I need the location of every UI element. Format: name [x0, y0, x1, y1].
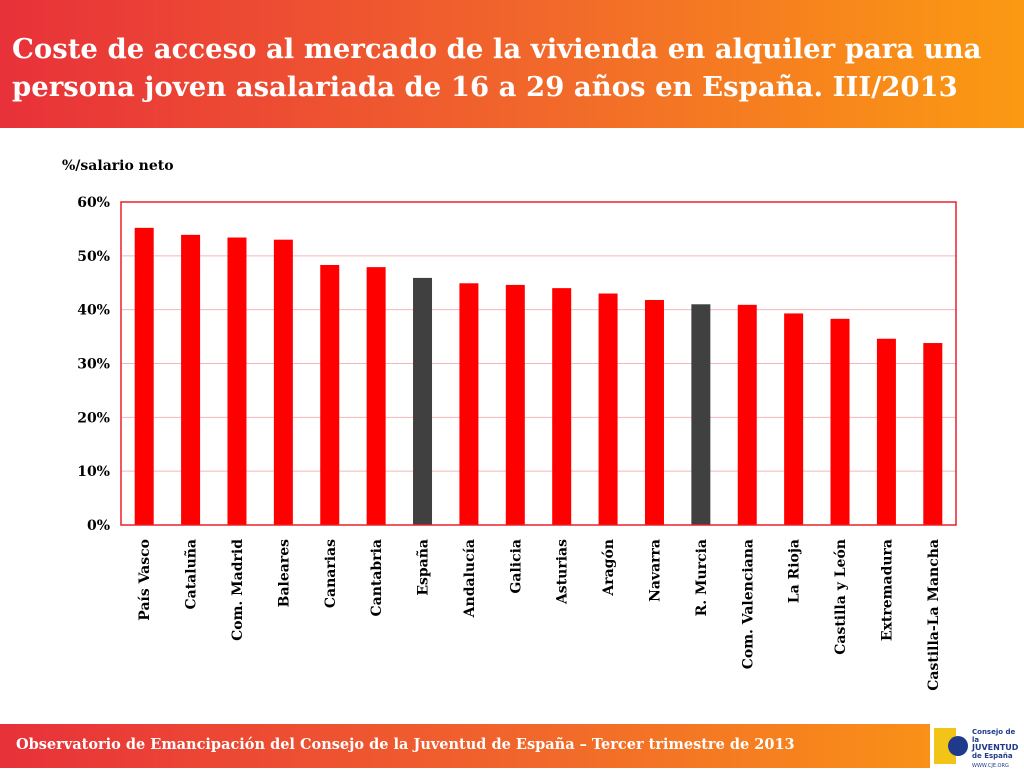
bar-r-murcia — [691, 304, 711, 525]
x-tick-label: Extremadura — [879, 539, 895, 641]
x-tick-labels: País Vasco Cataluña Com. Madrid Baleares Can… — [137, 539, 942, 691]
bar-extremadura — [876, 338, 896, 525]
footer-banner: Observatorio de Emancipación del Consejo… — [0, 724, 1024, 770]
y-tick-label: 0% — [87, 518, 110, 534]
y-tick-label: 60% — [77, 195, 110, 211]
bar-canarias — [320, 264, 340, 525]
y-tick-label: 10% — [77, 464, 110, 480]
x-tick-label: Galicia — [508, 539, 524, 594]
cje-logo-mark-icon — [934, 728, 968, 764]
plot-frame — [120, 201, 957, 526]
bar-aragón — [598, 293, 618, 525]
y-axis-title: %/salario neto — [62, 158, 174, 174]
y-tick-label: 20% — [77, 410, 110, 426]
x-tick-label: La Rioja — [787, 539, 803, 603]
bar-andalucía — [459, 283, 479, 525]
gridlines — [121, 255, 956, 472]
bar-com-valenciana — [737, 304, 757, 525]
x-tick-label: R. Murcia — [694, 539, 710, 616]
x-tick-label: Aragón — [601, 539, 617, 597]
cje-logo: Consejo de la JUVENTUD de España WWW.CJE… — [930, 724, 1024, 770]
logo-line-3: de España — [972, 752, 1013, 760]
bar-cataluña — [181, 234, 201, 526]
header-banner: Coste de acceso al mercado de la viviend… — [0, 0, 1024, 128]
logo-text: Consejo de la JUVENTUD de España WWW.CJE… — [972, 728, 1024, 770]
bar-la-rioja — [784, 313, 804, 525]
x-tick-label: Canarias — [323, 539, 339, 608]
bar-navarra — [644, 299, 664, 525]
bar-baleares — [273, 239, 293, 525]
y-tick-label: 40% — [77, 303, 110, 319]
bar-castilla-y-león — [830, 318, 850, 525]
x-tick-label: Navarra — [647, 539, 663, 602]
logo-url: WWW.CJE.ORG — [972, 763, 1009, 769]
x-tick-label: País Vasco — [137, 539, 153, 621]
logo-line-2: JUVENTUD — [972, 743, 1019, 752]
bars — [134, 227, 943, 526]
x-tick-label: Asturias — [555, 539, 571, 605]
bar-galicia — [505, 284, 525, 525]
x-tick-label: Com. Valenciana — [740, 539, 756, 669]
bar-cantabria — [366, 267, 386, 525]
bar-asturias — [552, 288, 572, 525]
bar-país-vasco — [134, 227, 154, 525]
x-tick-label: Castilla-La Mancha — [926, 539, 942, 691]
x-tick-label: Castilla y León — [833, 539, 849, 655]
x-tick-label: Cataluña — [183, 539, 200, 610]
y-tick-label: 50% — [77, 249, 110, 265]
y-tick-labels: 0% 10% 20% 30% 40% 50% 60% — [77, 195, 110, 534]
bar-com-madrid — [227, 237, 247, 525]
bar-chart: %/salario neto 0% 10% 20% 30% 40% 50% 60% País… — [62, 158, 957, 691]
logo-line-1: Consejo de la — [972, 728, 1016, 744]
bar-españa — [413, 277, 433, 525]
y-tick-label: 30% — [77, 357, 110, 373]
x-tick-label: Andalucía — [462, 539, 478, 618]
bar-castilla-la-mancha — [923, 343, 943, 525]
x-tick-label: España — [415, 539, 432, 596]
x-tick-label: Cantabria — [369, 539, 385, 617]
page-title: Coste de acceso al mercado de la viviend… — [12, 33, 982, 103]
footer-text: Observatorio de Emancipación del Consejo… — [16, 736, 795, 753]
x-tick-label: Com. Madrid — [230, 539, 246, 641]
x-tick-label: Baleares — [276, 539, 292, 607]
